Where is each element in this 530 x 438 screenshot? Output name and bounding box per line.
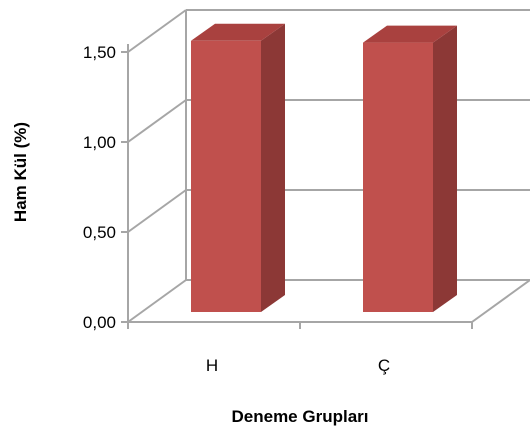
- gridline-side: [127, 99, 187, 143]
- bar-side: [261, 23, 285, 313]
- x-category-label: H: [206, 356, 218, 375]
- chart-bars: [191, 23, 457, 313]
- gridline-side: [127, 279, 187, 323]
- gridline-side: [127, 9, 187, 53]
- bar-side: [433, 25, 457, 312]
- bar: [191, 40, 261, 313]
- y-axis-ticks: 0,00 0,50 1,00 1,50: [83, 43, 116, 332]
- chart-grid: [121, 9, 530, 329]
- bar-top: [191, 23, 285, 41]
- y-tick-label: 1,00: [83, 133, 116, 152]
- x-category-label: Ç: [378, 356, 390, 375]
- x-axis-title: Deneme Grupları: [232, 407, 369, 426]
- bar: [363, 42, 433, 312]
- y-tick-label: 1,50: [83, 43, 116, 62]
- y-axis-title: Ham Kül (%): [11, 122, 30, 222]
- y-tick-label: 0,50: [83, 223, 116, 242]
- floor-edge: [471, 279, 530, 323]
- y-tick-label: 0,00: [83, 313, 116, 332]
- gridline-side: [127, 189, 187, 233]
- bar-top: [363, 25, 457, 43]
